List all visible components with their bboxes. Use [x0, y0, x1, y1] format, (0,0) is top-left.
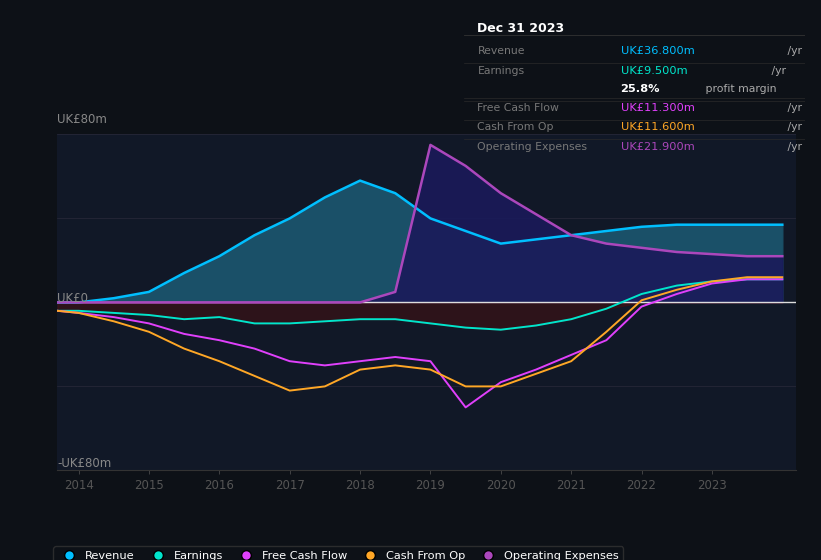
- Text: UK£11.300m: UK£11.300m: [621, 103, 695, 113]
- Text: UK£21.900m: UK£21.900m: [621, 142, 695, 152]
- Text: UK£0: UK£0: [57, 292, 89, 305]
- Text: Revenue: Revenue: [478, 46, 525, 57]
- Text: UK£11.600m: UK£11.600m: [621, 122, 695, 132]
- Text: Dec 31 2023: Dec 31 2023: [478, 22, 565, 35]
- Legend: Revenue, Earnings, Free Cash Flow, Cash From Op, Operating Expenses: Revenue, Earnings, Free Cash Flow, Cash …: [53, 547, 623, 560]
- Text: UK£80m: UK£80m: [57, 113, 108, 126]
- Text: Free Cash Flow: Free Cash Flow: [478, 103, 559, 113]
- Text: /yr: /yr: [784, 122, 802, 132]
- Text: /yr: /yr: [768, 66, 786, 76]
- Text: Operating Expenses: Operating Expenses: [478, 142, 588, 152]
- Text: profit margin: profit margin: [702, 84, 777, 94]
- Text: Earnings: Earnings: [478, 66, 525, 76]
- Text: /yr: /yr: [784, 46, 802, 57]
- Text: -UK£80m: -UK£80m: [57, 458, 112, 470]
- Text: /yr: /yr: [784, 103, 802, 113]
- Text: UK£36.800m: UK£36.800m: [621, 46, 695, 57]
- Text: UK£9.500m: UK£9.500m: [621, 66, 687, 76]
- Text: Cash From Op: Cash From Op: [478, 122, 554, 132]
- Text: /yr: /yr: [784, 142, 802, 152]
- Text: 25.8%: 25.8%: [621, 84, 660, 94]
